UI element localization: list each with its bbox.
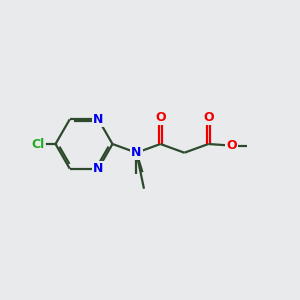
- Text: Cl: Cl: [32, 137, 45, 151]
- Text: O: O: [226, 139, 237, 152]
- Text: N: N: [131, 146, 142, 159]
- Text: O: O: [203, 111, 214, 124]
- Text: N: N: [93, 113, 104, 126]
- Text: O: O: [155, 111, 166, 124]
- Text: N: N: [93, 162, 104, 175]
